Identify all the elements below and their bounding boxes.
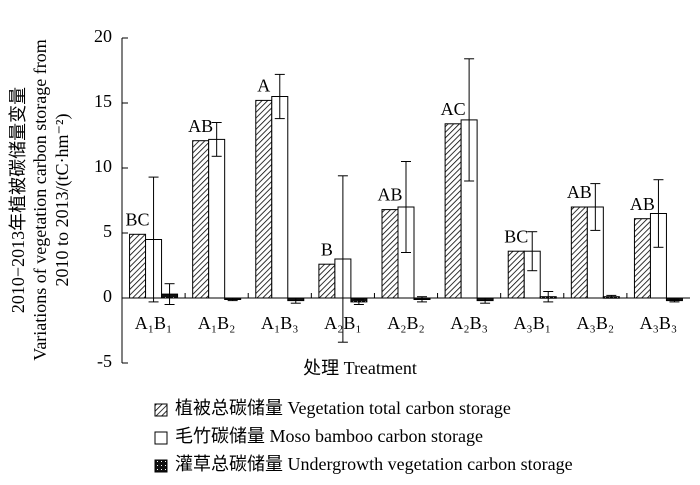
x-tick-label: A₂B₃ (450, 313, 488, 333)
error-bar (353, 298, 364, 305)
significance-letter: AB (377, 185, 402, 205)
x-tick-label: A₂B₂ (387, 313, 425, 333)
error-bar (669, 298, 680, 303)
bar (318, 263, 336, 299)
y-tick-label: 0 (103, 286, 112, 306)
error-bar (148, 176, 159, 303)
x-tick-label: A₃B₃ (640, 313, 678, 333)
error-bar (590, 183, 601, 231)
error-bar (337, 175, 348, 343)
legend-swatch (154, 403, 168, 417)
legend-swatch (154, 431, 168, 445)
y-axis-label: Variations of vegetation carbon storage … (30, 39, 50, 360)
error-bar (527, 231, 538, 272)
legend-label: 灌草总碳储量 Undergrowth vegetation carbon sto… (175, 454, 573, 474)
bar (255, 99, 273, 299)
bar (381, 209, 399, 299)
error-bar (464, 58, 475, 182)
bar (444, 123, 462, 299)
error-bar (227, 297, 238, 302)
bar (129, 233, 147, 299)
x-tick-label: A₁B₁ (135, 313, 173, 333)
legend-label: 植被总碳储量 Vegetation total carbon storage (175, 398, 511, 418)
significance-letter: AC (441, 99, 466, 119)
y-axis-label: 2010−2013年植被碳储量变量 (8, 87, 28, 313)
bar (507, 250, 525, 299)
bar (570, 206, 588, 299)
significance-letter: BC (504, 226, 528, 246)
y-tick-label: 20 (94, 26, 112, 46)
error-bar (480, 297, 491, 304)
bar (208, 138, 226, 299)
legend-label: 毛竹碳储量 Moso bamboo carbon storage (175, 426, 483, 446)
y-tick-label: -5 (97, 351, 112, 371)
bar (633, 218, 651, 299)
bar (192, 140, 210, 299)
significance-letter: AB (630, 194, 655, 214)
y-axis-label: 2010 to 2013/(tC·hm⁻²) (52, 114, 73, 287)
error-bar (417, 296, 427, 303)
y-tick-label: 15 (94, 91, 112, 111)
y-tick-label: 5 (103, 221, 112, 241)
x-tick-label: A₁B₂ (198, 313, 236, 333)
x-tick-label: A₁B₃ (261, 313, 299, 333)
x-tick-label: A₃B₁ (513, 313, 551, 333)
error-bar (401, 161, 411, 253)
x-axis-label: 处理 Treatment (303, 358, 417, 378)
error-bar (543, 291, 554, 303)
significance-letter: AB (567, 182, 592, 202)
error-bar (653, 179, 664, 248)
significance-letter: AB (188, 116, 213, 136)
error-bar (290, 297, 301, 304)
legend-swatch (154, 459, 168, 473)
significance-letter: A (257, 76, 270, 96)
x-tick-label: A₃B₂ (577, 313, 615, 333)
significance-letter: BC (126, 209, 150, 229)
y-tick-label: 10 (94, 156, 112, 176)
error-bar (164, 283, 175, 305)
bar (271, 96, 289, 299)
error-bar (606, 294, 617, 299)
error-bar (274, 73, 285, 120)
error-bar (211, 122, 222, 157)
significance-letter: B (321, 239, 333, 259)
